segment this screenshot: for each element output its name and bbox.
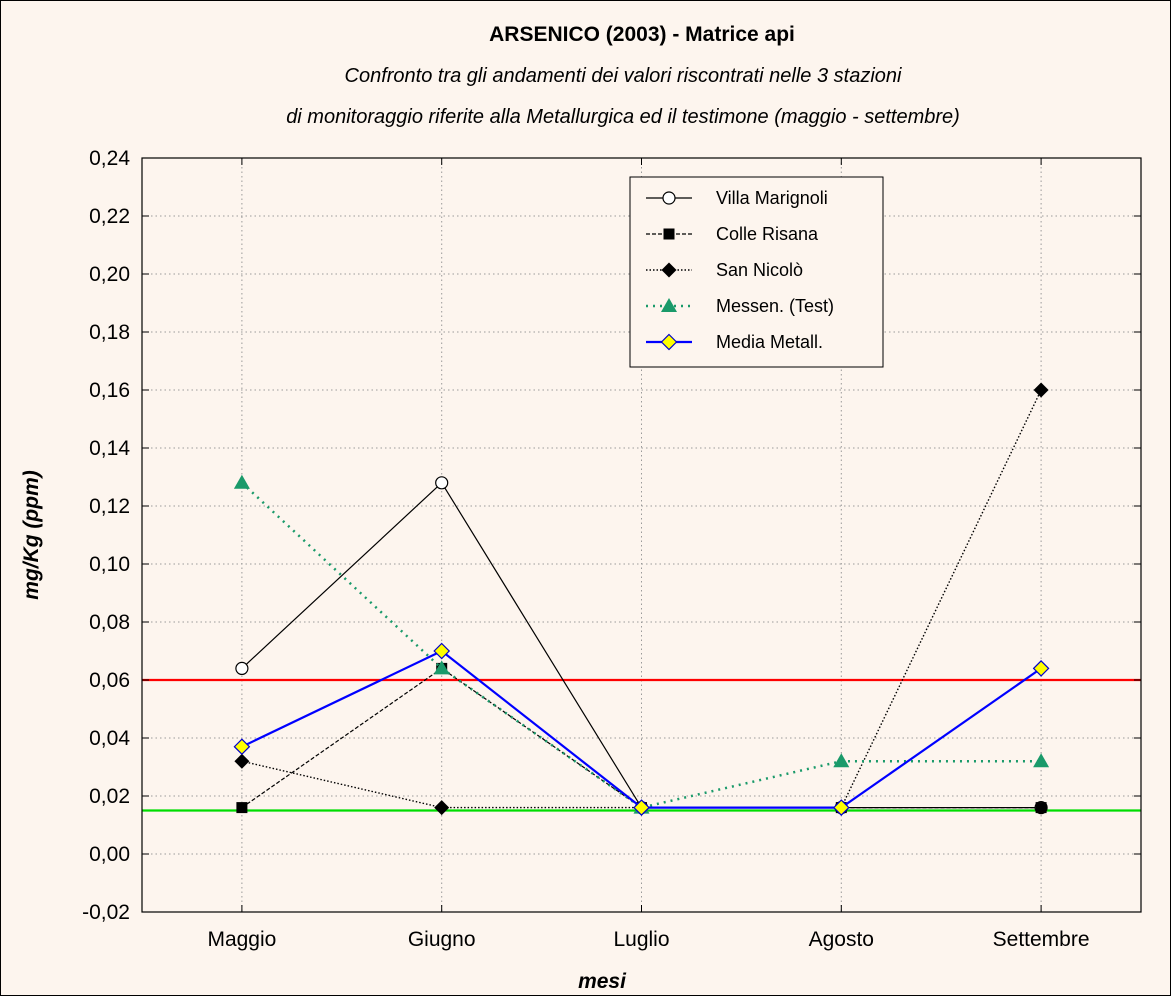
legend-marker (663, 228, 675, 240)
y-tick-label: 0,02 (89, 785, 130, 808)
y-axis: -0,02 0,00 0,02 0,04 0,06 0,08 0,10 0,12 0,14 0,1… (82, 147, 1141, 924)
data-point (1032, 660, 1050, 677)
y-tick-label: 0,12 (89, 495, 130, 518)
chart-title: ARSENICO (2003) - Matrice api (489, 23, 795, 46)
y-tick-label: 0,04 (89, 727, 130, 750)
x-tick-label: Settembre (993, 928, 1090, 951)
y-tick-label: 0,24 (89, 147, 130, 170)
data-point (433, 642, 451, 660)
x-axis: Maggio Giugno Luglio Agosto Settembre (207, 158, 1090, 951)
legend-label: Messen. (Test) (716, 296, 834, 316)
data-point (832, 799, 850, 816)
data-point (235, 661, 249, 676)
legend-marker (661, 298, 677, 312)
data-point (1033, 753, 1050, 768)
x-tick-label: Luglio (613, 928, 669, 951)
y-tick-label: 0,06 (89, 669, 130, 692)
series-layer (233, 382, 1050, 816)
data-point (1033, 382, 1049, 398)
y-tick-label: 0,20 (89, 263, 130, 286)
chart-subtitle-line-2: di monitoraggio riferite alla Metallurgi… (286, 106, 960, 128)
y-tick-label: 0,00 (89, 843, 130, 866)
legend: Villa Marignoli Colle Risana San Nicolò Mes… (629, 176, 884, 368)
series-media-metall (233, 642, 1050, 816)
x-tick-label: Agosto (809, 928, 874, 951)
y-tick-label: 0,14 (89, 437, 130, 460)
data-point (435, 476, 449, 490)
y-axis-label: mg/Kg (ppm) (20, 470, 43, 599)
legend-item: San Nicolò (646, 260, 803, 280)
data-point (234, 753, 250, 769)
legend-label: Media Metall. (716, 332, 823, 352)
legend-label: Villa Marignoli (716, 188, 828, 208)
data-point (433, 660, 450, 675)
legend-label: Colle Risana (716, 224, 819, 244)
legend-item: Colle Risana (646, 224, 819, 244)
reference-lines (142, 678, 1141, 812)
y-tick-label: -0,02 (82, 901, 130, 924)
y-tick-label: 0,16 (89, 379, 130, 402)
legend-item: Villa Marignoli (646, 188, 828, 208)
legend-label: San Nicolò (716, 260, 803, 280)
legend-marker (660, 333, 678, 351)
chart-subtitle-line-1: Confronto tra gli andamenti dei valori r… (345, 65, 903, 87)
data-point (434, 800, 450, 816)
legend-marker (662, 191, 676, 205)
x-tick-label: Maggio (207, 928, 276, 951)
y-tick-label: 0,18 (89, 321, 130, 344)
data-point (233, 474, 250, 489)
data-point (233, 738, 251, 756)
x-axis-label: mesi (578, 970, 627, 993)
data-point (236, 802, 248, 814)
y-tick-label: 0,22 (89, 205, 130, 228)
y-tick-label: 0,08 (89, 611, 130, 634)
y-tick-label: 0,10 (89, 553, 130, 576)
data-point (833, 753, 850, 768)
data-point (1035, 802, 1047, 814)
legend-item: Media Metall. (646, 332, 823, 352)
legend-item: Messen. (Test) (646, 296, 834, 316)
x-tick-label: Giugno (408, 928, 476, 951)
series-line (241, 389, 1042, 809)
legend-marker (661, 262, 677, 278)
data-point (633, 799, 650, 816)
